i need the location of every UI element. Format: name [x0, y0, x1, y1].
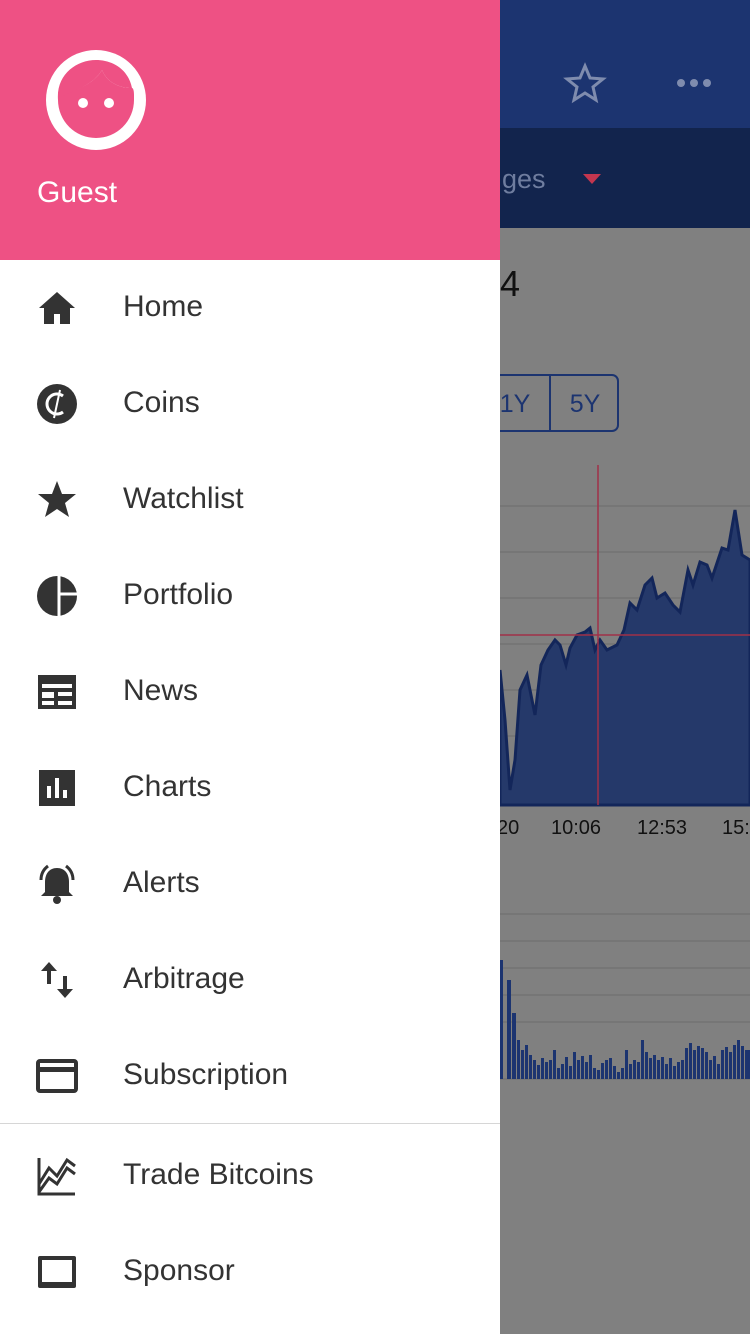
menu-label: Coins: [123, 386, 200, 419]
menu-label: Watchlist: [123, 482, 244, 515]
menu-item[interactable]: Charts: [0, 740, 500, 836]
time-label: 12:53: [637, 817, 687, 839]
menu-icon: [39, 770, 75, 806]
dropdown-arrow: [583, 174, 601, 184]
menu-item[interactable]: Subscription: [0, 1028, 500, 1124]
menu-icon: [37, 1157, 76, 1196]
menu-item[interactable]: Alerts: [0, 836, 500, 932]
menu-item[interactable]: Trade Bitcoins: [0, 1128, 500, 1224]
menu-label: News: [123, 674, 199, 707]
menu-label: Portfolio: [123, 578, 234, 611]
range-button[interactable]: 1Y: [500, 390, 531, 418]
menu-icon: [38, 481, 76, 517]
price-area: [498, 509, 750, 807]
menu-item[interactable]: Watchlist: [0, 452, 500, 548]
tab-label[interactable]: ges: [502, 164, 546, 194]
time-label: 20: [497, 817, 519, 839]
menu-item[interactable]: Arbitrage: [0, 932, 500, 1028]
menu-label: Alerts: [123, 866, 200, 899]
menu-icon: [39, 292, 75, 324]
user-name: Guest: [37, 176, 118, 209]
volume-bars: [500, 960, 750, 1079]
menu-item[interactable]: Portfolio: [0, 548, 500, 644]
menu-item[interactable]: Coins: [0, 356, 500, 452]
menu-icon: [38, 675, 76, 709]
menu-label: Subscription: [123, 1058, 289, 1091]
drawer-header: Guest: [0, 0, 500, 260]
drawer: Guest Home Coins Watchlist Portfolio News Cha…: [0, 0, 500, 1334]
menu-icon: [36, 1059, 78, 1093]
more-button[interactable]: [677, 79, 711, 87]
menu-icon: [39, 864, 75, 904]
menu-item[interactable]: News: [0, 644, 500, 740]
separator: [0, 1123, 500, 1124]
menu-label: Arbitrage: [123, 962, 245, 995]
menu-item[interactable]: Sponsor: [0, 1224, 500, 1320]
menu-label: Sponsor: [123, 1254, 235, 1287]
menu-icon: [41, 962, 73, 998]
range-button[interactable]: 5Y: [570, 390, 601, 418]
menu-label: Home: [123, 290, 204, 323]
menu-icon: [38, 1256, 76, 1288]
time-label: 15:: [722, 817, 750, 839]
menu-icon: [37, 576, 77, 616]
menu-item[interactable]: Home: [0, 260, 500, 356]
menu-label: Charts: [123, 770, 212, 803]
menu-label: Trade Bitcoins: [123, 1158, 314, 1191]
menu-icon: [37, 384, 77, 424]
price: 4: [500, 263, 520, 304]
avatar: [46, 50, 146, 150]
star-button[interactable]: [563, 62, 607, 104]
time-label: 10:06: [551, 817, 601, 839]
